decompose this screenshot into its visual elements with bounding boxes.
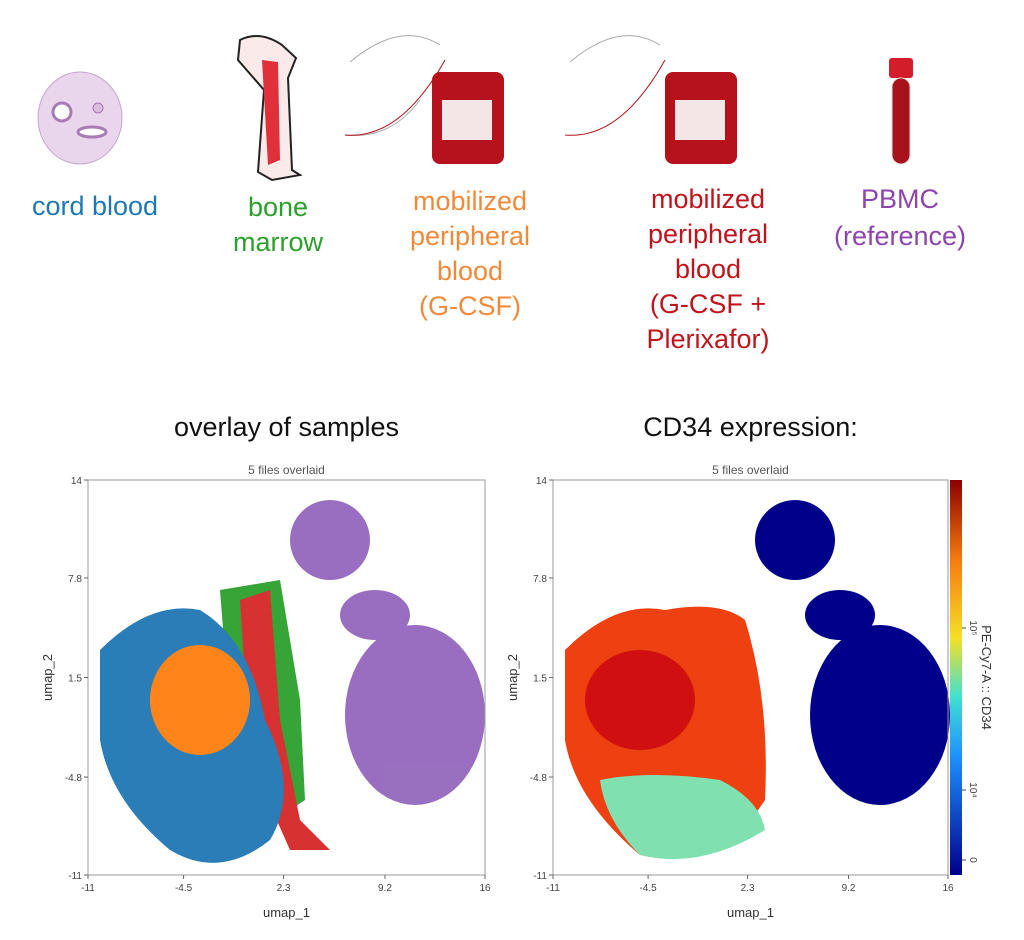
- x-tick-label: 9.2: [378, 883, 392, 894]
- y-tick-label: -11: [533, 871, 547, 882]
- y-tick-label: -4.8: [65, 773, 83, 784]
- panel-title: overlay of samples: [174, 412, 399, 442]
- colorbar: [950, 480, 962, 875]
- x-tick-label: -11: [546, 883, 560, 894]
- source-label: peripheral: [410, 221, 530, 251]
- x-tick-label: 16: [479, 883, 491, 894]
- source-label: cord blood: [32, 191, 158, 221]
- source-label: marrow: [233, 227, 324, 257]
- panel-subtitle: 5 files overlaid: [712, 463, 789, 477]
- x-axis-label: umap_1: [263, 905, 310, 920]
- x-tick-label: 9.2: [842, 883, 856, 894]
- source-label: PBMC: [861, 184, 939, 214]
- source-label: (reference): [834, 221, 966, 251]
- y-tick-label: 14: [536, 476, 548, 487]
- x-tick-label: 2.3: [277, 883, 291, 894]
- source-label: Plerixafor): [646, 324, 769, 354]
- bone-icon: [236, 35, 303, 182]
- panel-subtitle: 5 files overlaid: [248, 463, 325, 477]
- y-axis-label: umap_2: [40, 654, 55, 701]
- colorbar-tick-label: 0: [967, 857, 978, 863]
- panel-title: CD34 expression:: [643, 412, 858, 442]
- source-label: mobilized: [651, 184, 765, 214]
- x-tick-label: -4.5: [175, 883, 193, 894]
- y-axis-label: umap_2: [505, 654, 520, 701]
- source-label: blood: [675, 254, 741, 284]
- source-label: (G-CSF): [419, 291, 521, 321]
- x-tick-label: 2.3: [741, 883, 755, 894]
- y-tick-label: -11: [68, 871, 82, 882]
- x-tick-label: -11: [81, 883, 95, 894]
- colorbar-tick-label: 10⁴: [967, 782, 978, 797]
- source-label: (G-CSF +: [650, 289, 766, 319]
- x-tick-label: -4.5: [639, 883, 657, 894]
- colorbar-label: PE-Cy7-A :: CD34: [979, 625, 994, 730]
- y-tick-label: 14: [71, 476, 83, 487]
- cluster-overlay: [100, 500, 485, 863]
- y-tick-label: 1.5: [68, 674, 82, 685]
- x-axis-label: umap_1: [727, 905, 774, 920]
- cluster-expression: [565, 500, 950, 860]
- y-tick-label: 1.5: [533, 674, 547, 685]
- cord-icon: [37, 71, 123, 165]
- colorbar-tick-label: 10⁵: [967, 620, 978, 635]
- blood-bag-icon: [344, 35, 504, 164]
- source-label: peripheral: [648, 219, 768, 249]
- y-tick-label: -4.8: [530, 773, 548, 784]
- y-tick-label: 7.8: [68, 574, 82, 585]
- blood-bag-icon: [564, 35, 737, 164]
- y-tick-label: 7.8: [533, 574, 547, 585]
- x-tick-label: 16: [942, 883, 954, 894]
- source-label: blood: [437, 256, 503, 286]
- source-label: bone: [248, 192, 308, 222]
- tube-icon: [889, 58, 913, 165]
- source-label: mobilized: [413, 186, 527, 216]
